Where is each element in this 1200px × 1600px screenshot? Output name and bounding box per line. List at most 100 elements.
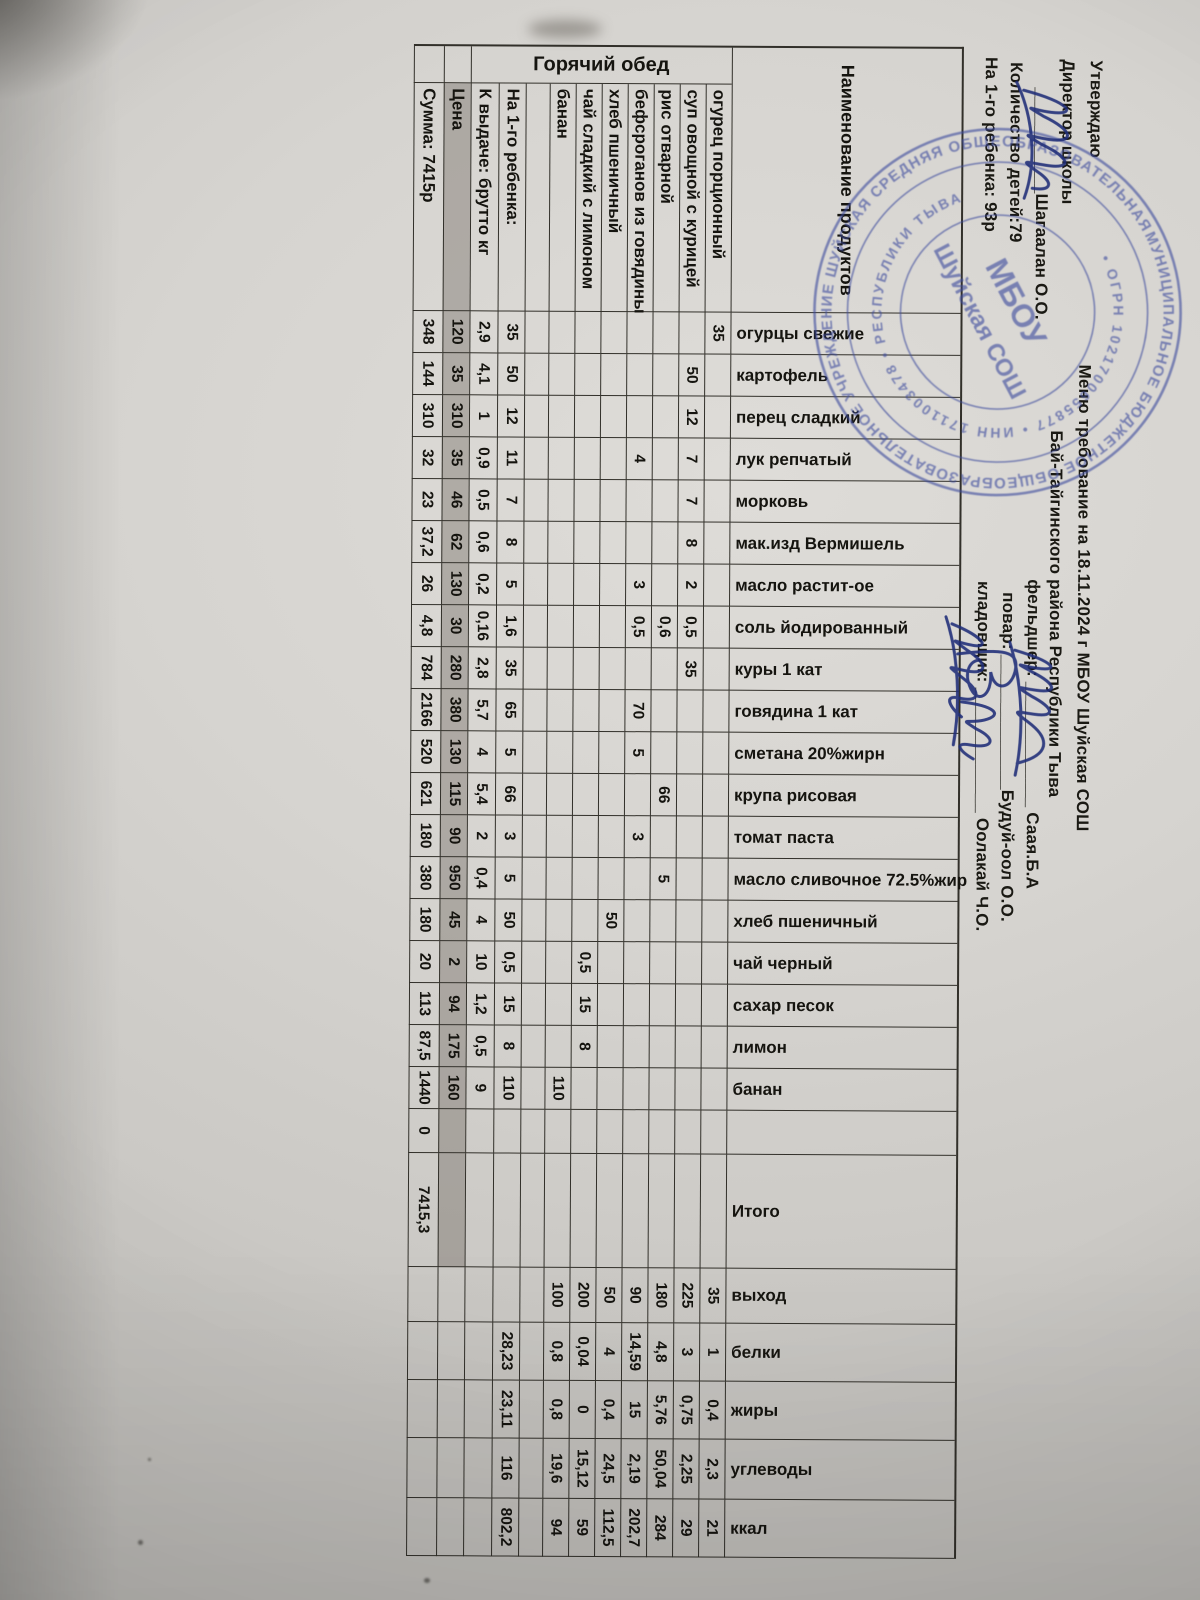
value-cell <box>598 605 626 649</box>
value-cell <box>546 647 573 690</box>
value-cell <box>626 354 653 397</box>
value-cell: 10 <box>466 941 495 984</box>
value-cell <box>438 1109 466 1154</box>
value-cell <box>522 647 547 690</box>
value-cell <box>463 1438 492 1499</box>
value-cell <box>492 1153 521 1268</box>
value-cell: 110 <box>544 1067 571 1110</box>
empty-cell <box>413 46 444 84</box>
value-cell <box>652 312 679 355</box>
value-cell <box>520 1109 545 1154</box>
value-cell <box>704 354 731 397</box>
value-cell <box>651 564 678 607</box>
value-cell: 1 <box>468 395 498 438</box>
value-cell <box>548 353 575 396</box>
value-cell: 1440 <box>408 1067 439 1110</box>
value-cell <box>571 857 598 900</box>
kladovshik-line: кладовщик: _____________ Оолакай Ч.О. <box>972 580 994 932</box>
value-cell: 19,6 <box>542 1438 569 1499</box>
value-cell <box>572 689 599 732</box>
product-header: куры 1 кат <box>728 648 959 692</box>
value-cell: 0,5 <box>571 941 598 984</box>
dish-name: чай сладкий с лимоном <box>574 83 602 312</box>
dish-name: банан <box>548 83 576 312</box>
value-cell <box>573 521 600 564</box>
value-cell <box>675 774 703 817</box>
value-cell <box>622 1068 649 1111</box>
dish-name: рис отварной <box>652 84 680 313</box>
value-cell: 50 <box>597 899 624 943</box>
value-cell <box>702 690 729 733</box>
value-cell: 15 <box>570 983 598 1026</box>
value-cell: 0,5 <box>676 606 704 649</box>
value-cell: 8 <box>677 522 704 565</box>
value-cell <box>648 984 676 1027</box>
value-cell <box>625 480 652 523</box>
product-header: банан <box>726 1068 957 1112</box>
value-cell <box>623 774 651 817</box>
value-cell <box>545 899 572 942</box>
value-cell: 0,5 <box>468 479 497 522</box>
value-cell: 24,5 <box>594 1438 621 1500</box>
value-cell <box>573 479 600 522</box>
value-cell: 23,11 <box>491 1380 519 1439</box>
value-cell: 112,5 <box>594 1498 621 1558</box>
value-cell <box>465 1109 494 1154</box>
value-cell: 66 <box>494 773 523 816</box>
value-cell <box>570 1109 597 1154</box>
value-cell <box>625 396 653 439</box>
dish-name <box>524 83 550 312</box>
value-cell: 2,25 <box>672 1439 699 1500</box>
value-cell <box>651 438 678 481</box>
value-cell <box>598 731 625 775</box>
value-cell: 0,16 <box>467 605 497 648</box>
value-cell: 2 <box>439 941 467 984</box>
value-cell <box>678 312 705 355</box>
value-cell: 0,9 <box>468 437 497 480</box>
value-cell <box>523 563 548 606</box>
value-cell: 35 <box>497 311 525 354</box>
value-cell: 3 <box>494 815 522 858</box>
value-cell <box>701 900 728 943</box>
value-cell: 90 <box>621 1268 648 1324</box>
value-cell <box>702 732 729 775</box>
value-cell: 50 <box>494 899 522 942</box>
feldsher-line: фельдшер: _____________ Саая.Б.А <box>1022 579 1044 890</box>
value-cell <box>596 1109 623 1155</box>
value-cell: 0,4 <box>594 1380 621 1440</box>
value-cell: 5 <box>624 732 651 775</box>
value-cell <box>599 479 626 523</box>
summary-header: Итого <box>725 1154 957 1270</box>
value-cell: 14,59 <box>620 1323 648 1382</box>
value-cell <box>623 858 650 901</box>
value-cell: 2,8 <box>467 647 496 690</box>
value-cell <box>521 773 547 816</box>
section-header: Горячий обед <box>470 46 732 85</box>
summary-header: белки <box>724 1323 956 1383</box>
value-cell: 70 <box>624 690 651 733</box>
product-header: соль йодированный <box>728 606 960 650</box>
value-cell <box>493 1109 521 1154</box>
value-cell: 0 <box>568 1380 595 1439</box>
value-cell: 225 <box>673 1268 700 1324</box>
value-cell <box>702 606 730 649</box>
value-cell: 29 <box>672 1499 699 1558</box>
value-cell: 0,2 <box>468 563 497 606</box>
value-cell: 94 <box>438 983 467 1026</box>
photo-smudge <box>528 20 602 38</box>
value-cell: 12 <box>496 395 525 438</box>
value-cell <box>650 648 677 691</box>
value-cell: 87,5 <box>408 1025 439 1068</box>
value-cell: 116 <box>491 1438 519 1499</box>
value-cell: 1,2 <box>465 983 495 1026</box>
value-cell: 32 <box>411 437 442 480</box>
value-cell <box>572 605 600 648</box>
value-cell <box>703 396 731 439</box>
value-cell: 3 <box>623 816 650 859</box>
product-header: томат паста <box>727 816 958 860</box>
value-cell: 120 <box>442 311 470 354</box>
value-cell: 26 <box>411 563 442 606</box>
value-cell <box>652 354 679 397</box>
value-cell <box>464 1153 494 1268</box>
dish-name: суп овощной с курицей <box>678 84 706 313</box>
